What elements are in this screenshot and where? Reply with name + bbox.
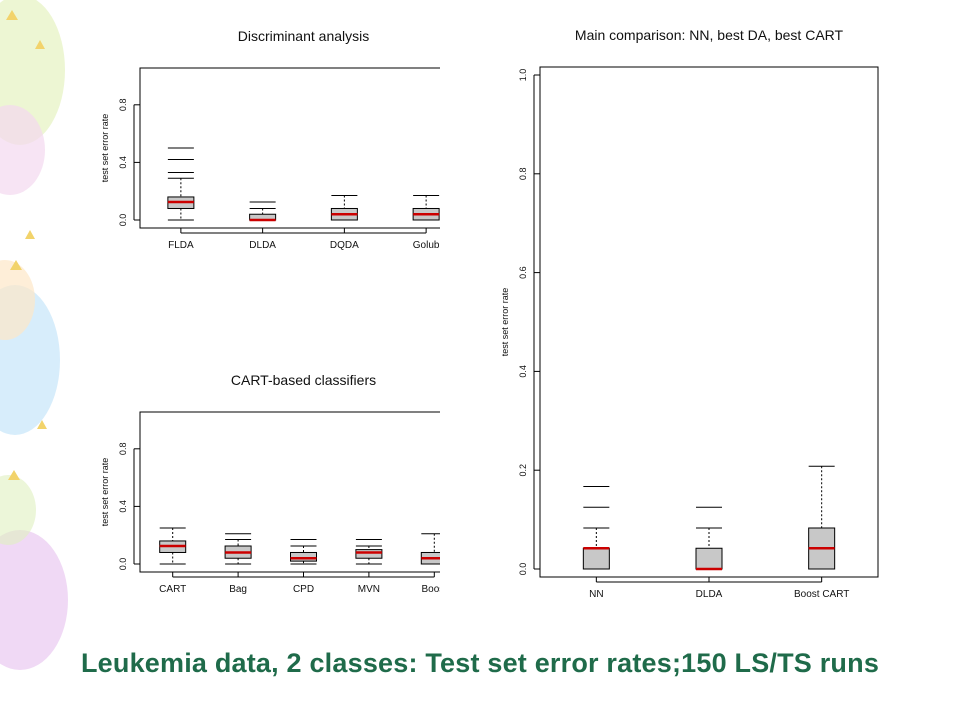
box-iqr — [582, 547, 610, 570]
main-comparison-chart: Main comparison: NN, best DA, best CART 0… — [500, 27, 879, 600]
boxplot-group — [355, 539, 383, 565]
slide-title: Leukemia data, 2 classes: Test set error… — [80, 648, 880, 678]
x-tick-label: DLDA — [249, 240, 276, 251]
y-axis-label: test set error rate — [100, 458, 110, 527]
y-tick-label: 0.2 — [518, 464, 528, 477]
x-tick-label: Bag — [229, 584, 247, 595]
y-axis-label: test set error rate — [100, 114, 110, 183]
y-axis-label: test set error rate — [500, 288, 510, 357]
chart-title: Main comparison: NN, best DA, best CART — [575, 27, 844, 43]
x-tick-label: Golub — [413, 240, 440, 251]
boxplot-group — [412, 195, 440, 221]
y-tick-label: 0.4 — [518, 365, 528, 378]
x-tick-label: CART — [159, 584, 186, 595]
box-iqr — [695, 547, 723, 570]
x-tick-label: NN — [589, 589, 603, 600]
plot-frame — [139, 67, 440, 229]
y-tick-label: 0.0 — [118, 214, 128, 227]
boxplot-group — [290, 539, 317, 565]
y-tick-label: 0.4 — [118, 156, 128, 169]
boxplot-group — [224, 533, 252, 565]
box-iqr — [355, 549, 383, 559]
y-tick-label: 0.0 — [118, 558, 128, 571]
chart-title: Discriminant analysis — [238, 28, 369, 44]
plot-frame — [539, 66, 879, 578]
y-tick-label: 0.8 — [518, 168, 528, 181]
boxplot-group — [167, 147, 195, 221]
cart-classifiers-chart: CART-based classifiers 0.0 0.4 0.8 test set … — [100, 372, 440, 595]
x-tick-label: DLDA — [696, 589, 723, 600]
x-tick-label: MVN — [358, 584, 380, 595]
y-tick-label: 0.4 — [118, 500, 128, 513]
box-iqr — [290, 551, 317, 562]
boxplot-group — [808, 465, 836, 570]
y-tick-label: 0.8 — [118, 443, 128, 456]
x-tick-label: Boost — [422, 584, 440, 595]
x-tick-label: DQDA — [330, 240, 359, 251]
x-tick-label: CPD — [293, 584, 314, 595]
boxplot-group — [420, 533, 440, 565]
chart-title: CART-based classifiers — [231, 372, 376, 388]
boxplot-group — [695, 506, 723, 571]
boxplot-group — [330, 195, 358, 221]
balloon-decoration — [0, 0, 68, 670]
boxplot-group — [159, 527, 187, 565]
y-tick-label: 1.0 — [518, 69, 528, 82]
boxplot-group — [582, 486, 610, 570]
discriminant-analysis-chart: Discriminant analysis 0.0 0.4 0.8 test set e… — [100, 28, 440, 251]
y-tick-label: 0.8 — [118, 99, 128, 112]
y-tick-label: 0.0 — [518, 563, 528, 576]
y-tick-label: 0.6 — [518, 266, 528, 279]
boxplot-group — [249, 201, 277, 222]
x-tick-label: FLDA — [168, 240, 194, 251]
x-tick-label: Boost CART — [794, 589, 849, 600]
